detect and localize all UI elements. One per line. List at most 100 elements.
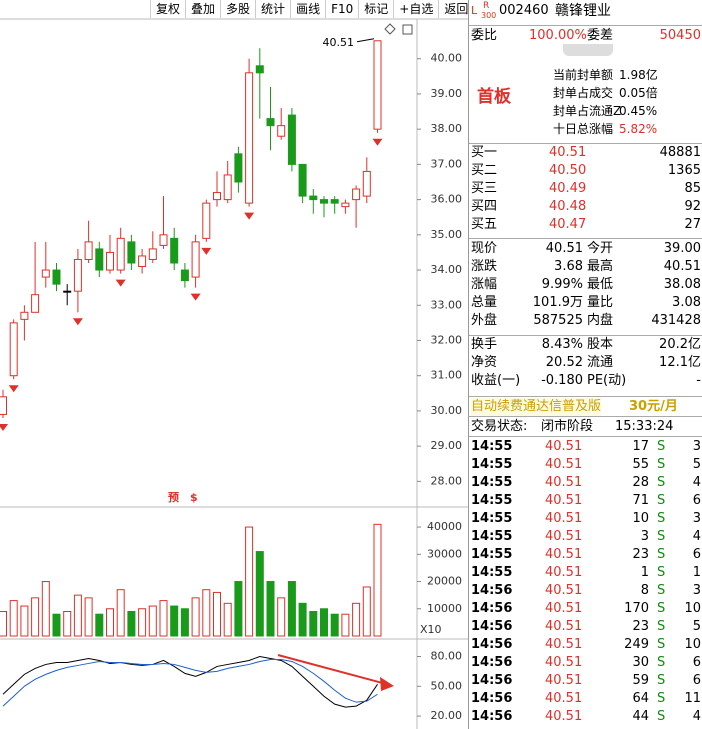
text: 净资 <box>471 355 498 370</box>
text: 涨幅 <box>471 277 498 292</box>
candle-body <box>84 241 93 260</box>
separator <box>469 436 702 437</box>
text: 14:56 <box>471 583 513 598</box>
text: 002460 <box>499 3 549 18</box>
separator <box>469 143 702 144</box>
text: 3 <box>692 583 701 598</box>
candle-body <box>106 251 114 271</box>
text: 40.51 <box>545 637 583 652</box>
text: 14:56 <box>471 709 513 724</box>
y-tick-label: 32.00 <box>431 333 463 346</box>
text: 40.51 <box>545 457 583 472</box>
text: 股本 <box>587 337 614 352</box>
collapse-tab[interactable] <box>563 44 613 56</box>
text: 14:55 <box>471 493 513 508</box>
text: 6 <box>692 547 701 562</box>
text: 20.52 <box>545 355 583 370</box>
toolbar-button[interactable]: 统计 <box>255 0 290 18</box>
volume-bar <box>138 608 147 637</box>
text: S <box>657 619 666 634</box>
volume-bar <box>127 610 136 637</box>
text: 64 <box>632 691 649 706</box>
text: 40.51 <box>545 619 583 634</box>
y-tick-label: 80.00 <box>431 649 463 662</box>
volume-bar <box>341 613 350 637</box>
y-tick-label: 33.00 <box>431 298 463 311</box>
volume-bar <box>277 597 286 637</box>
volume-bar <box>352 602 361 637</box>
text: S <box>657 709 666 724</box>
candle-body <box>116 237 125 271</box>
toolbar-button[interactable]: 叠加 <box>185 0 220 18</box>
volume-bar <box>202 589 211 637</box>
text: 流通 <box>587 355 614 370</box>
text: 3 <box>640 529 649 544</box>
text: - <box>696 373 701 388</box>
text: 40.51 <box>545 475 583 490</box>
text: 1365 <box>667 163 701 178</box>
text: 85 <box>684 181 701 196</box>
signal-marker <box>72 318 83 326</box>
text: 40.51 <box>545 493 583 508</box>
volume-bar <box>213 591 221 637</box>
volume-bar <box>95 613 104 637</box>
text: PE(动) <box>587 373 627 388</box>
text: 闭市阶段 <box>541 419 594 434</box>
toolbar-button[interactable]: 画线 <box>290 0 325 18</box>
text: 14:55 <box>471 457 513 472</box>
indicator-line <box>2 658 378 707</box>
text: 最低 <box>587 277 614 292</box>
candle-body <box>148 248 157 260</box>
text: 内盘 <box>587 313 614 328</box>
text: 40.51 <box>545 601 583 616</box>
text: S <box>657 637 666 652</box>
toolbar-button[interactable]: +自选 <box>393 0 438 18</box>
volume-bar <box>298 602 307 637</box>
text: 外盘 <box>471 313 498 328</box>
trend-arrow <box>277 654 391 686</box>
volume-bar <box>106 608 114 637</box>
text: 1 <box>640 565 649 580</box>
text: 3.08 <box>672 295 701 310</box>
text: 自动续费通达信普及版 <box>471 398 602 416</box>
text: 5.82% <box>619 122 658 136</box>
window-icon[interactable] <box>402 24 413 35</box>
candle-body <box>127 241 136 264</box>
icon: 预 <box>168 490 179 504</box>
toolbar-button[interactable]: F10 <box>325 0 358 18</box>
text: -0.180 <box>541 373 583 388</box>
signal-marker <box>0 423 8 431</box>
text: 封单占流通Z <box>553 104 622 118</box>
candle-body <box>138 255 147 268</box>
candle-body <box>9 322 18 377</box>
y-tick-label: 39.00 <box>431 87 463 100</box>
text: 587525 <box>533 313 583 328</box>
text: S <box>657 691 666 706</box>
text: 买五 <box>471 217 498 232</box>
diamond-icon[interactable] <box>384 23 396 35</box>
text: 59 <box>632 673 649 688</box>
text: 3 <box>692 511 701 526</box>
text: S <box>657 655 666 670</box>
toolbar-button[interactable]: 标记 <box>358 0 393 18</box>
text: 39.00 <box>663 241 701 256</box>
chart: 28.00 29.00 30.00 31.00 32.00 33.00 34.00 35.00… <box>0 18 468 729</box>
toolbar-button[interactable]: 复权 <box>150 0 185 18</box>
text: 14:55 <box>471 565 513 580</box>
candle-body <box>0 396 7 415</box>
text: L <box>471 4 478 17</box>
candle-body <box>309 195 318 201</box>
y-tick-label: 20000 <box>427 575 462 588</box>
candle-body <box>95 248 104 271</box>
text: 8 <box>640 583 649 598</box>
toolbar-button[interactable]: 多股 <box>220 0 255 18</box>
text: 14:56 <box>471 655 513 670</box>
annotation-arrow <box>356 38 375 43</box>
text: 委差 <box>587 28 614 43</box>
volume-bar <box>373 523 382 637</box>
candle-body <box>159 234 168 246</box>
signal-marker <box>115 279 126 287</box>
candle-body <box>52 269 61 285</box>
toolbar-button[interactable]: 返回 <box>438 0 473 18</box>
